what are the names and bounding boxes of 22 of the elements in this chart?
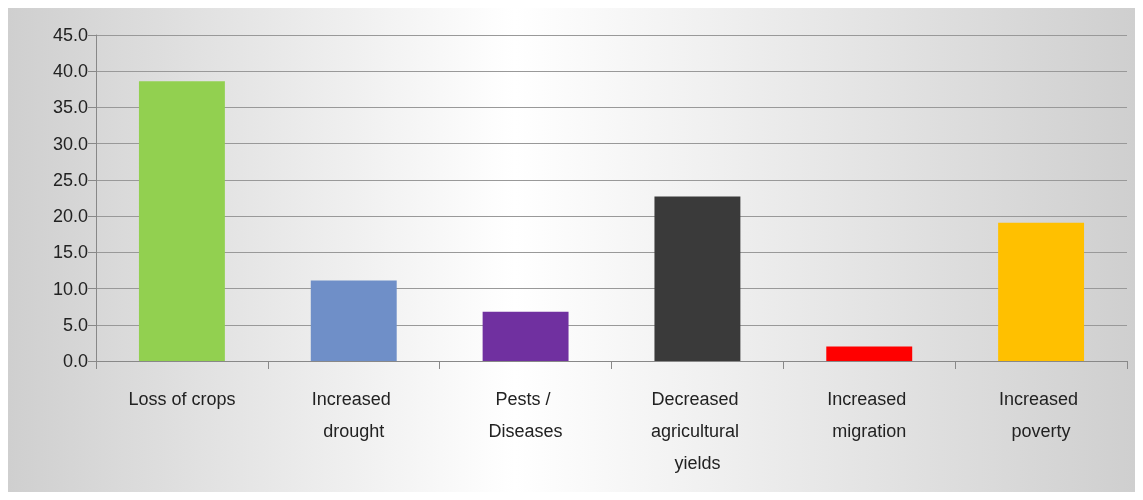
y-tick-label: 10.0 — [52, 278, 88, 299]
x-tick-label: Increased migration — [827, 389, 912, 441]
bar — [998, 222, 1085, 361]
bar — [310, 280, 397, 361]
bar — [826, 346, 913, 361]
bar — [138, 81, 225, 361]
y-tick-label: 15.0 — [52, 242, 88, 263]
bar — [654, 196, 741, 361]
y-tick-label: 45.0 — [52, 25, 88, 45]
y-tick-label: 5.0 — [62, 314, 88, 335]
y-tick-label: 25.0 — [52, 169, 88, 190]
x-tick-label: Loss of crops — [128, 389, 236, 409]
y-tick-label: 35.0 — [52, 97, 88, 118]
x-tick-label: Pests / Diseases — [488, 389, 563, 441]
x-tick-label: Increased drought — [311, 389, 396, 441]
x-tick-label: Increased poverty — [999, 389, 1084, 441]
y-tick-label: 40.0 — [52, 61, 88, 82]
y-tick-label: 0.0 — [62, 351, 88, 371]
bar — [482, 311, 569, 361]
x-tick-label: Decreased agricultural yields — [650, 389, 744, 473]
y-tick-label: 20.0 — [52, 206, 88, 227]
y-tick-label: 30.0 — [52, 133, 88, 154]
